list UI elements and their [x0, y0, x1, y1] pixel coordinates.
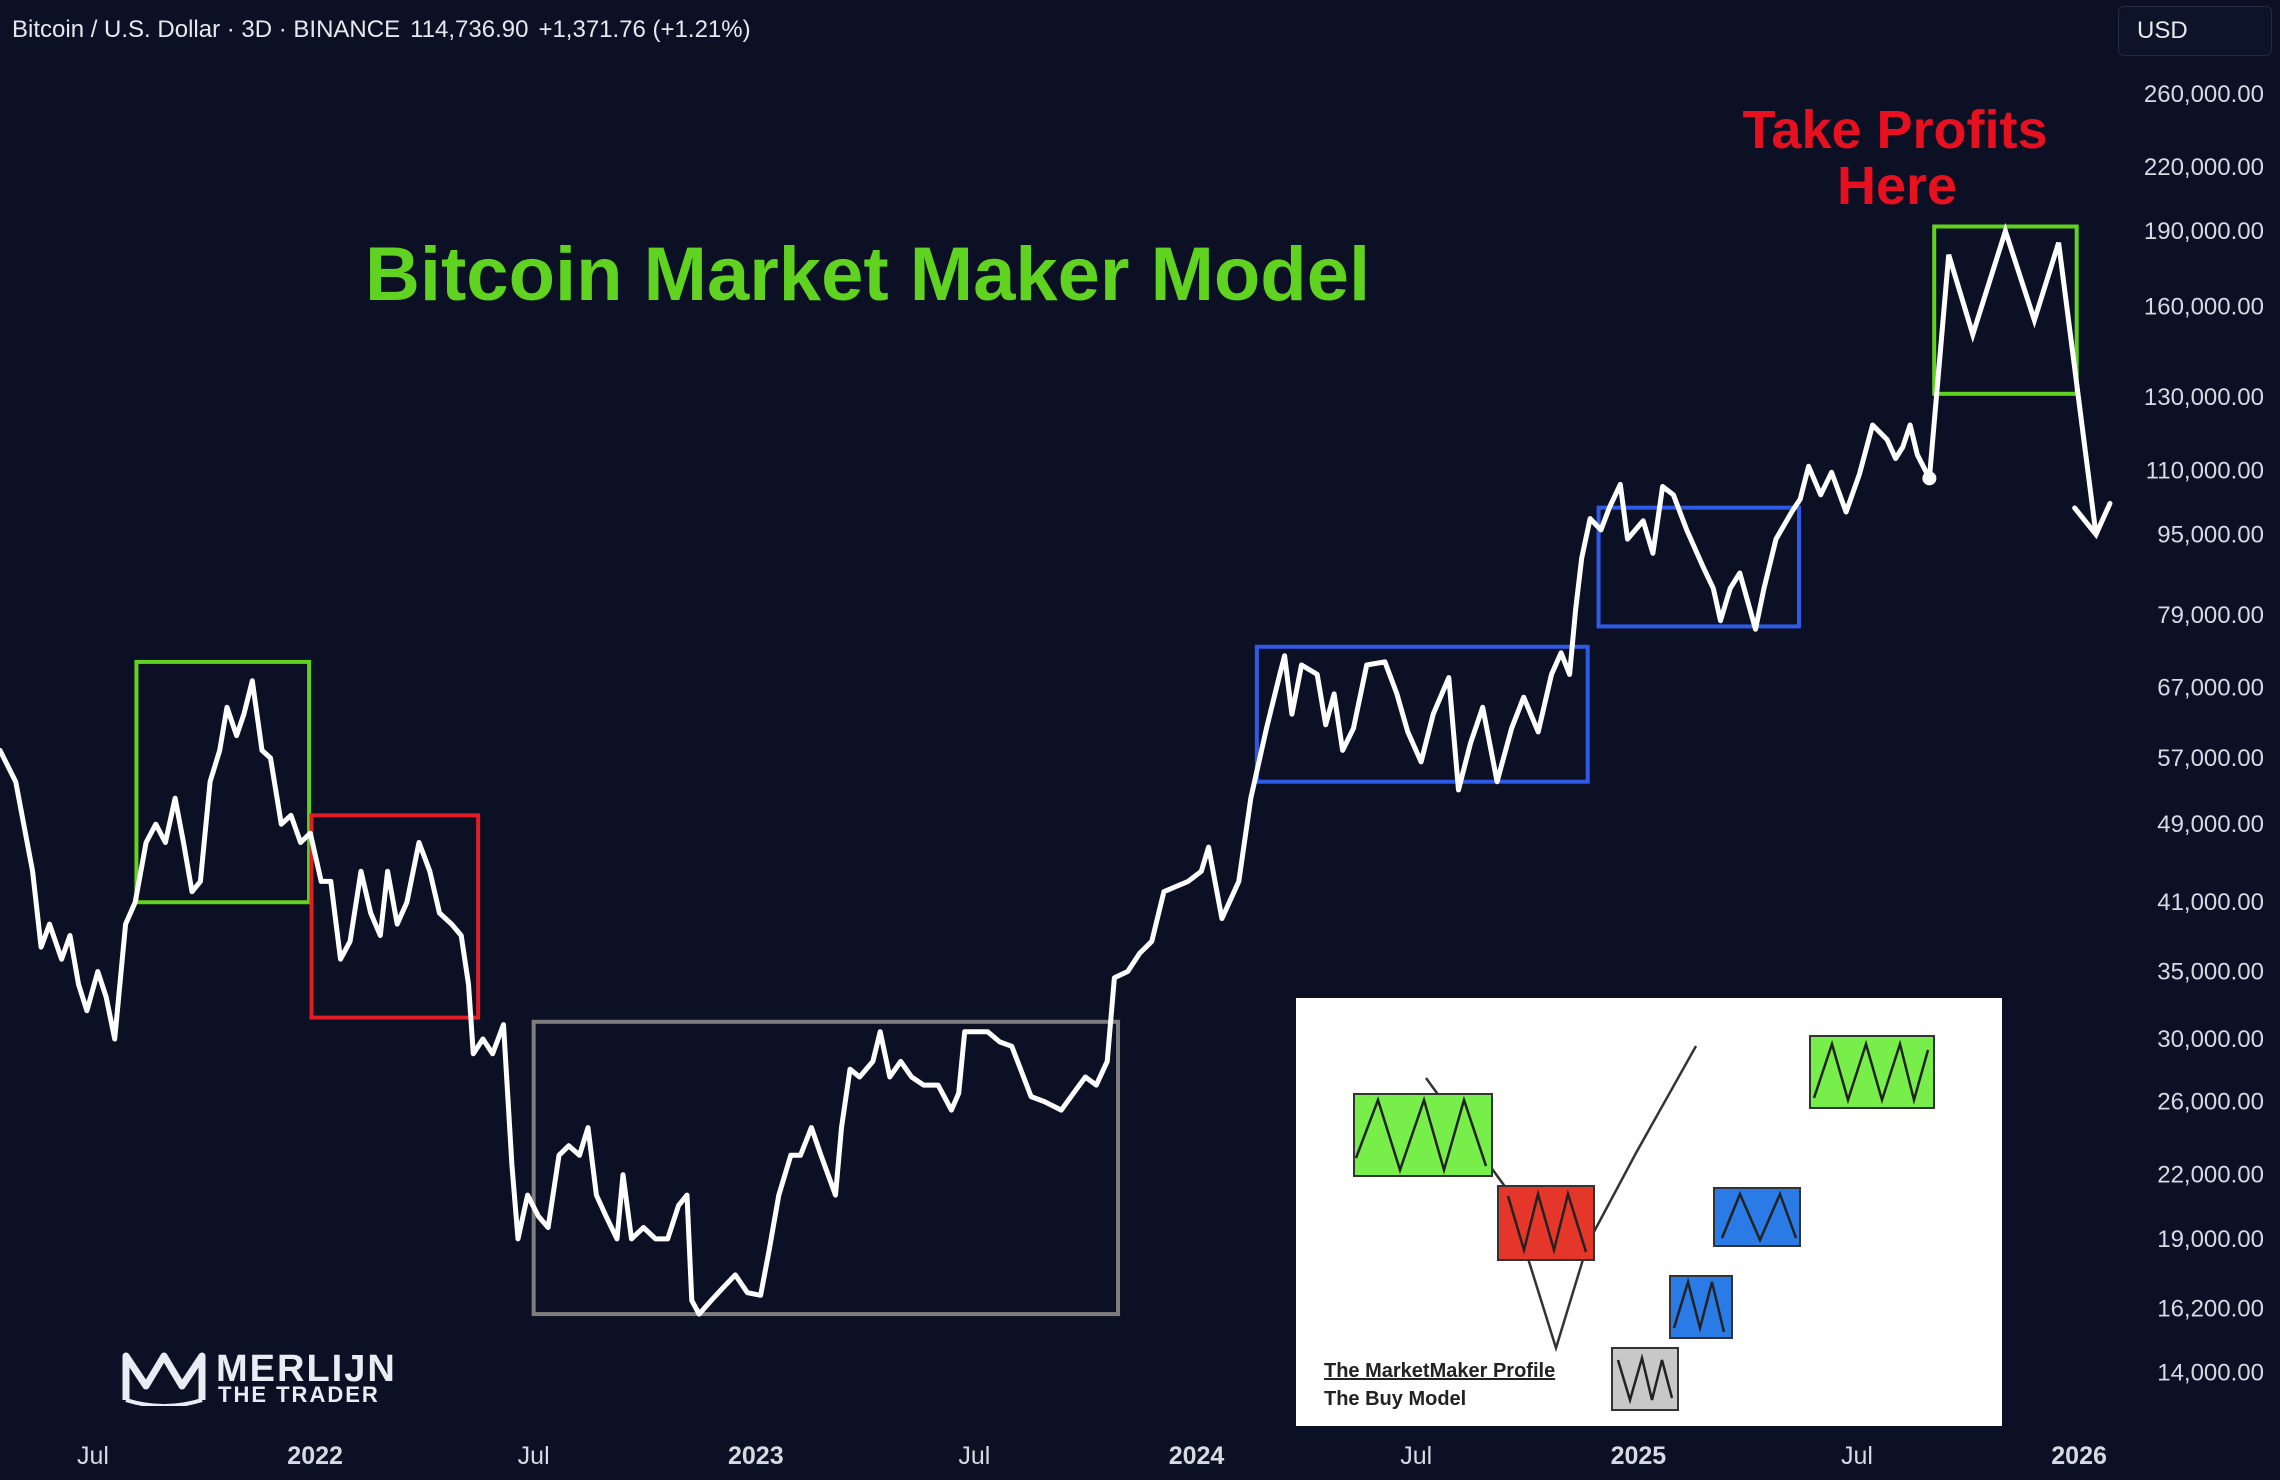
y-tick-label: 16,200.00	[2157, 1296, 2264, 1323]
x-tick-label: Jul	[77, 1442, 109, 1470]
projection-line	[1926, 222, 2099, 535]
y-tick-label: 79,000.00	[2157, 602, 2264, 629]
x-tick-label: Jul	[1400, 1442, 1432, 1470]
logo: MERLIJN THE TRADER	[120, 1340, 420, 1410]
price-series-line	[0, 422, 1932, 1317]
logo-line1: MERLIJN	[216, 1348, 397, 1390]
annotation-take-profits: Take Profits	[1742, 100, 2047, 160]
y-tick-label: 22,000.00	[2157, 1162, 2264, 1189]
y-tick-label: 160,000.00	[2144, 293, 2264, 320]
inset-caption-profile: The MarketMaker Profile	[1324, 1360, 1556, 1382]
y-tick-label: 130,000.00	[2144, 384, 2264, 411]
range-boxes	[134, 224, 2079, 1317]
x-tick-label: Jul	[958, 1442, 990, 1470]
range-box-1	[134, 659, 312, 905]
marketmaker-inset: The MarketMaker Profile The Buy Model	[1296, 998, 2002, 1426]
inset-blue-box	[1713, 1187, 1801, 1247]
y-tick-label: 95,000.00	[2157, 521, 2264, 548]
merlijn-logo-icon	[122, 1352, 206, 1406]
range-box-4	[1254, 644, 1590, 784]
x-tick-label: 2022	[287, 1442, 343, 1470]
y-tick-label: 190,000.00	[2144, 218, 2264, 245]
y-tick-label: 30,000.00	[2157, 1026, 2264, 1053]
x-tick-label: Jul	[518, 1442, 550, 1470]
range-box-2	[309, 813, 481, 1020]
inset-green-box-left	[1353, 1093, 1493, 1177]
last-price-marker	[1922, 471, 1937, 486]
symbol-name: Bitcoin / U.S. Dollar · 3D · BINANCE	[12, 16, 401, 43]
y-tick-label: 41,000.00	[2157, 889, 2264, 916]
y-tick-label: 19,000.00	[2157, 1226, 2264, 1253]
y-tick-label: 110,000.00	[2146, 457, 2264, 484]
y-tick-label: 57,000.00	[2157, 745, 2264, 772]
y-axis: 260,000.00 220,000.00 190,000.00 160,000.00…	[2144, 81, 2264, 1387]
symbol-header: Bitcoin / U.S. Dollar · 3D · BINANCE 114,…	[12, 16, 761, 44]
logo-line2: THE TRADER	[218, 1382, 380, 1407]
x-tick-label: Jul	[1841, 1442, 1873, 1470]
x-axis: Jul 2022 Jul 2023 Jul 2024 Jul 2025 Jul 2026	[77, 1442, 2107, 1470]
last-price: 114,736.90	[410, 16, 529, 43]
y-tick-label: 14,000.00	[2157, 1360, 2264, 1387]
x-tick-label: 2024	[1169, 1442, 1225, 1470]
x-tick-label: 2025	[1611, 1442, 1667, 1470]
y-tick-label: 67,000.00	[2157, 674, 2264, 701]
x-tick-label: 2026	[2051, 1442, 2107, 1470]
y-tick-label: 26,000.00	[2157, 1089, 2264, 1116]
chart-title: Bitcoin Market Maker Model	[365, 232, 1370, 317]
currency-button[interactable]: USD	[2118, 6, 2272, 56]
y-tick-label: 49,000.00	[2157, 811, 2264, 838]
range-box-5	[1596, 505, 1801, 629]
range-box-3	[531, 1019, 1121, 1317]
y-tick-label: 220,000.00	[2144, 154, 2264, 181]
inset-caption-buy-model: The Buy Model	[1324, 1388, 1467, 1410]
projection-arrow-head	[2072, 500, 2113, 540]
buy-model-diagram	[1353, 1035, 1935, 1411]
y-tick-label: 35,000.00	[2157, 958, 2264, 985]
y-tick-label: 260,000.00	[2144, 81, 2264, 108]
annotation-here: Here	[1837, 156, 1957, 216]
price-change: +1,371.76 (+1.21%)	[538, 16, 751, 43]
x-tick-label: 2023	[728, 1442, 784, 1470]
